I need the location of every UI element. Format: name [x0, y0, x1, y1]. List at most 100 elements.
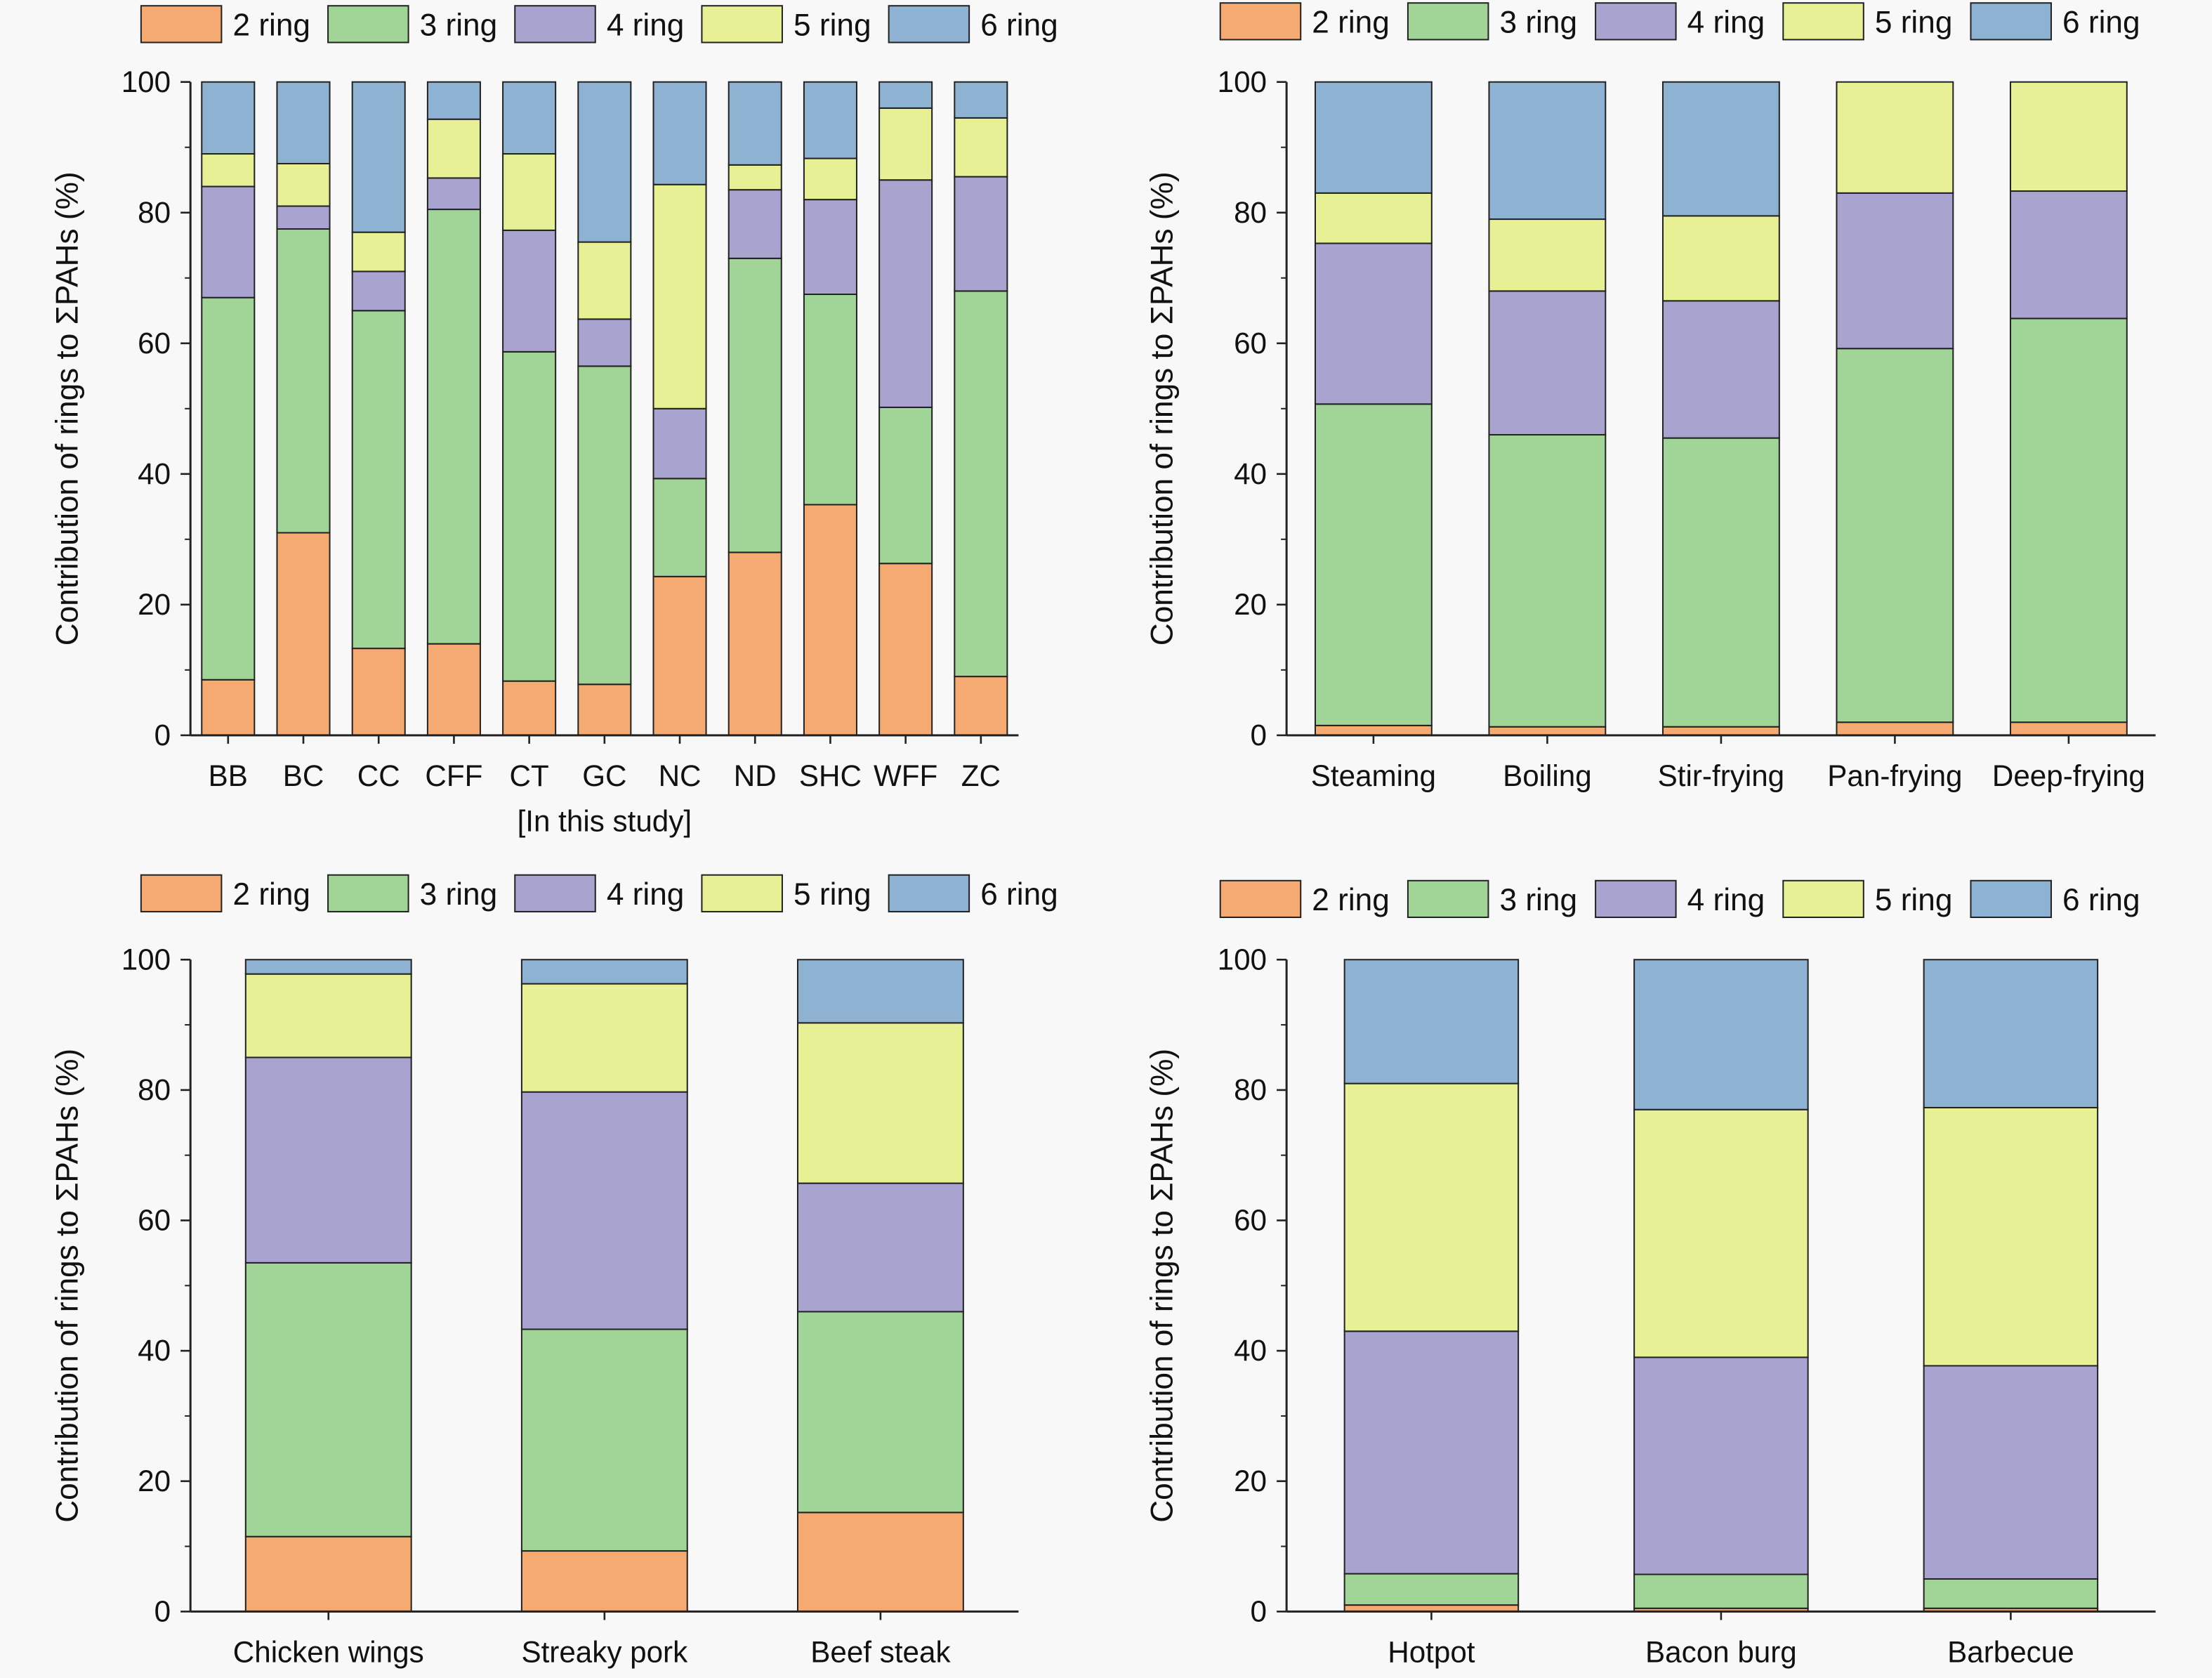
x-tick-label: CT	[510, 759, 549, 792]
bar-segment-Beef-steak-4-ring	[796, 1182, 964, 1313]
y-axis-title: Contribution of rings to ΣPAHs (%)	[1145, 1049, 1179, 1523]
bar-segment-WFF-5-ring	[878, 107, 933, 181]
bar-segment-CFF-5-ring	[426, 118, 481, 179]
bar-segment-Barbecue-6-ring	[1923, 959, 2099, 1108]
legend-swatch-5-ring	[1782, 2, 1864, 41]
legend-swatch-3-ring	[1407, 2, 1489, 41]
y-axis-title: Contribution of rings to ΣPAHs (%)	[1145, 171, 1179, 645]
legend-swatch-5-ring	[701, 874, 783, 912]
bar-segment-Streaky-pork-2-ring	[520, 1550, 688, 1613]
bar-segment-Streaky-pork-3-ring	[520, 1328, 688, 1552]
bar-segment-Deep-frying-5-ring	[2009, 81, 2128, 192]
bar-segment-Hotpot-6-ring	[1343, 959, 1520, 1084]
chart-panel-3: 2 ring 3 ring 4 ring 5 ring 6 ring Chicken wi…	[50, 874, 1058, 1669]
y-tick-label: 80	[1234, 196, 1267, 229]
bar-segment-GC-6-ring	[577, 81, 632, 243]
y-tick-label: 20	[138, 588, 171, 621]
bar-segment-Bacon-burg-5-ring	[1633, 1108, 1809, 1358]
y-axis-title: Contribution of rings to ΣPAHs (%)	[50, 1049, 84, 1523]
bar-segment-Chicken-wings-2-ring	[244, 1535, 412, 1613]
legend-label: 3 ring	[420, 8, 498, 42]
y-axis-title: Contribution of rings to ΣPAHs (%)	[50, 171, 84, 645]
y-tick-label: 20	[1234, 588, 1267, 621]
bar-segment-Bacon-burg-3-ring	[1633, 1573, 1809, 1609]
bar-segment-Beef-steak-3-ring	[796, 1311, 964, 1514]
bar-segment-Stir-frying-4-ring	[1661, 300, 1780, 439]
legend-label: 2 ring	[1312, 5, 1390, 39]
x-tick-label: WFF	[874, 759, 937, 792]
x-tick-label: BB	[209, 759, 248, 792]
bar-segment-CT-4-ring	[502, 229, 557, 353]
x-tick-label: Boiling	[1503, 759, 1592, 792]
legend-swatch-2-ring	[140, 874, 223, 912]
legend-swatch-6-ring	[888, 874, 970, 912]
bar-segment-SHC-4-ring	[803, 199, 857, 296]
y-tick-label: 0	[1251, 719, 1267, 752]
bar-segment-Chicken-wings-6-ring	[244, 959, 412, 975]
bar-segment-Streaky-pork-5-ring	[520, 983, 688, 1093]
bar-segment-ND-5-ring	[728, 164, 782, 191]
bar-segment-Beef-steak-5-ring	[796, 1022, 964, 1184]
x-tick-label: Stir-frying	[1658, 759, 1784, 792]
bar-segment-CFF-2-ring	[426, 643, 481, 736]
bar-segment-WFF-3-ring	[878, 406, 933, 565]
bar-segment-Streaky-pork-6-ring	[520, 959, 688, 985]
bar-segment-Boiling-5-ring	[1488, 218, 1607, 292]
bar-segment-GC-4-ring	[577, 318, 632, 367]
bar-segment-Stir-frying-3-ring	[1661, 437, 1780, 728]
bar-segment-Hotpot-5-ring	[1343, 1082, 1520, 1332]
y-tick-label: 0	[154, 719, 171, 752]
bar-segment-Chicken-wings-3-ring	[244, 1261, 412, 1538]
x-tick-label: Hotpot	[1388, 1636, 1475, 1669]
bar-segment-CC-3-ring	[351, 310, 406, 650]
bar-segment-Stir-frying-2-ring	[1661, 726, 1780, 736]
legend-label: 4 ring	[1687, 5, 1765, 39]
y-tick-label: 80	[138, 1073, 171, 1106]
y-tick-label: 40	[138, 1334, 171, 1367]
bar-segment-Steaming-3-ring	[1314, 403, 1433, 726]
bar-segment-SHC-2-ring	[803, 504, 857, 736]
x-tick-label: ZC	[961, 759, 1001, 792]
bar-segment-ZC-4-ring	[954, 176, 1008, 292]
legend-swatch-6-ring	[888, 5, 970, 44]
bar-segment-Beef-steak-6-ring	[796, 959, 964, 1024]
legend-swatch-6-ring	[1970, 2, 2052, 41]
chart-panel-1: 2 ring 3 ring 4 ring 5 ring 6 ring BB BC CC CFF C…	[50, 5, 1058, 837]
chart-panel-4: 2 ring 3 ring 4 ring 5 ring 6 ring Hotpot Baco…	[1145, 879, 2156, 1669]
bar-segment-WFF-4-ring	[878, 179, 933, 408]
legend-label: 6 ring	[2062, 883, 2140, 917]
bar-segment-Streaky-pork-4-ring	[520, 1091, 688, 1330]
legend-label: 4 ring	[1687, 883, 1765, 917]
bar-segment-GC-3-ring	[577, 365, 632, 686]
legend-swatch-2-ring	[1219, 879, 1302, 919]
y-tick-label: 100	[121, 943, 171, 976]
x-tick-label: ND	[734, 759, 777, 792]
bar-segment-SHC-6-ring	[803, 81, 857, 159]
bar-segment-Barbecue-3-ring	[1923, 1578, 2099, 1609]
bar-segment-Boiling-3-ring	[1488, 433, 1607, 728]
bar-segment-Pan-frying-5-ring	[1836, 81, 1954, 194]
chart-panel-2: 2 ring 3 ring 4 ring 5 ring 6 ring Steaming Bo…	[1145, 2, 2156, 792]
bar-segment-Stir-frying-6-ring	[1661, 81, 1780, 217]
bar-segment-BB-5-ring	[201, 153, 256, 188]
bar-segment-Pan-frying-3-ring	[1836, 348, 1954, 723]
x-tick-label: NC	[659, 759, 702, 792]
bar-segment-BC-3-ring	[276, 228, 331, 534]
bar-segment-BB-3-ring	[201, 296, 256, 681]
bar-segment-Pan-frying-2-ring	[1836, 721, 1954, 736]
bar-segment-Bacon-burg-6-ring	[1633, 959, 1809, 1110]
bar-segment-ND-3-ring	[728, 257, 782, 553]
bar-segment-Stir-frying-5-ring	[1661, 215, 1780, 302]
bar-segment-NC-3-ring	[652, 478, 707, 577]
bar-segment-BB-6-ring	[201, 81, 256, 155]
x-tick-label: Streaky pork	[521, 1636, 688, 1669]
x-tick-label: Pan-frying	[1827, 759, 1962, 792]
bar-segment-Chicken-wings-5-ring	[244, 973, 412, 1058]
x-tick-label: CC	[357, 759, 400, 792]
bar-segment-BC-5-ring	[276, 162, 331, 207]
bar-segment-Steaming-6-ring	[1314, 81, 1433, 194]
bar-segment-ZC-3-ring	[954, 290, 1008, 678]
y-tick-label: 0	[1251, 1594, 1267, 1627]
bar-segment-BC-6-ring	[276, 81, 331, 164]
